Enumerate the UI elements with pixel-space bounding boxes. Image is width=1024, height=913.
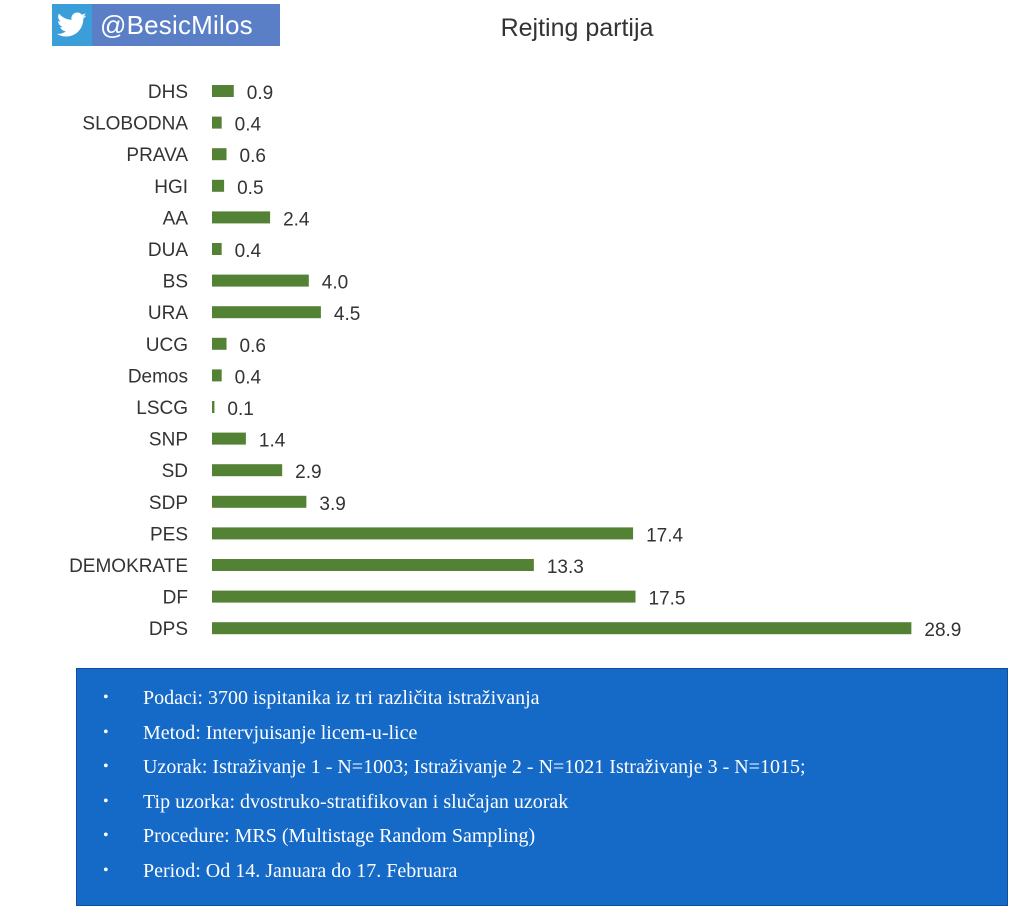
bar: [212, 495, 307, 508]
bar: [212, 243, 222, 255]
methodology-text: Metod: Intervjuisanje licem-u-lice: [143, 721, 418, 744]
bar: [212, 337, 227, 350]
bar: [212, 401, 215, 413]
bar: [212, 464, 283, 477]
bullet-icon: •: [103, 861, 109, 879]
methodology-item: • Uzorak: Istraživanje 1 - N=1003; Istraž…: [103, 750, 1007, 785]
bar-chart: DHS 0.9 SLOBODNA 0.4 PRAVA 0.6 HGI 0.5 AA 2.4 DUA 0…: [69, 82, 961, 641]
methodology-item: • Tip uzorka: dvostruko-stratifikovan i s…: [103, 785, 1007, 820]
category-label: UCG: [146, 335, 188, 356]
category-label: DUA: [148, 240, 188, 261]
twitter-bird-icon: [52, 4, 92, 46]
bullet-icon: •: [103, 689, 109, 706]
value-label: 28.9: [924, 620, 961, 641]
value-label: 4.5: [334, 304, 360, 325]
category-label: Demos: [128, 366, 188, 387]
bar: [212, 274, 309, 287]
category-label: BS: [163, 272, 188, 293]
category-label: PES: [150, 524, 188, 545]
bar: [212, 306, 321, 319]
bullet-icon: •: [103, 758, 109, 775]
bar: [212, 369, 222, 382]
category-label: SLOBODNA: [82, 114, 188, 135]
category-label: SDP: [149, 493, 188, 514]
methodology-text: Tip uzorka: dvostruko-stratifikovan i sl…: [143, 790, 569, 813]
bar: [212, 622, 912, 635]
chart-title: Rejting partija: [500, 14, 654, 42]
value-label: 0.1: [227, 399, 253, 420]
value-label: 17.5: [649, 589, 686, 610]
methodology-item: • Period: Od 14. Januara do 17. Februara: [103, 854, 1007, 889]
category-label: AA: [163, 208, 189, 229]
bar: [212, 116, 222, 129]
bar: [212, 85, 234, 97]
methodology-item: • Procedure: MRS (Multistage Random Sampl…: [103, 819, 1007, 854]
bullet-icon: •: [103, 827, 109, 844]
category-label: HGI: [154, 177, 188, 198]
category-label: PRAVA: [126, 145, 188, 166]
category-label: LSCG: [136, 398, 188, 419]
category-label: DF: [163, 588, 188, 609]
category-label: DHS: [148, 82, 188, 103]
value-label: 0.4: [235, 241, 262, 262]
category-label: DEMOKRATE: [69, 556, 188, 577]
bar: [212, 559, 534, 571]
twitter-handle: @BesicMilos: [100, 9, 253, 40]
category-label: DPS: [149, 619, 188, 640]
methodology-text: Procedure: MRS (Multistage Random Sampli…: [143, 825, 536, 847]
methodology-box: • Podaci: 3700 ispitanika iz tri različit…: [76, 668, 1008, 906]
value-label: 13.3: [547, 557, 584, 578]
bar: [212, 211, 271, 224]
bullet-icon: •: [103, 723, 109, 741]
value-label: 1.4: [259, 431, 286, 452]
bar: [212, 590, 636, 603]
value-label: 0.6: [240, 336, 266, 357]
value-label: 3.9: [319, 494, 345, 515]
twitter-handle-badge: @BesicMilos: [52, 4, 280, 46]
value-label: 0.5: [237, 178, 263, 199]
value-label: 0.9: [247, 83, 273, 104]
bar: [212, 148, 227, 161]
value-label: 2.4: [283, 209, 310, 230]
category-label: SD: [162, 461, 188, 482]
methodology-text: Uzorak: Istraživanje 1 - N=1003; Istraži…: [143, 756, 806, 778]
bullet-icon: •: [103, 792, 109, 810]
value-label: 4.0: [322, 273, 348, 294]
value-label: 0.4: [235, 115, 262, 136]
methodology-item: • Metod: Intervjuisanje licem-u-lice: [103, 716, 1007, 751]
methodology-item: • Podaci: 3700 ispitanika iz tri različit…: [103, 681, 1007, 716]
category-label: SNP: [149, 430, 188, 451]
methodology-text: Podaci: 3700 ispitanika iz tri različita…: [143, 687, 540, 709]
value-label: 2.9: [295, 462, 321, 483]
methodology-text: Period: Od 14. Januara do 17. Februara: [143, 859, 458, 882]
methodology-list: • Podaci: 3700 ispitanika iz tri različit…: [77, 669, 1007, 888]
value-label: 0.6: [240, 146, 266, 167]
bar: [212, 432, 246, 445]
bar: [212, 179, 225, 192]
value-label: 0.4: [235, 367, 262, 388]
value-label: 17.4: [646, 525, 683, 546]
category-label: URA: [148, 303, 188, 324]
bar: [212, 527, 634, 540]
